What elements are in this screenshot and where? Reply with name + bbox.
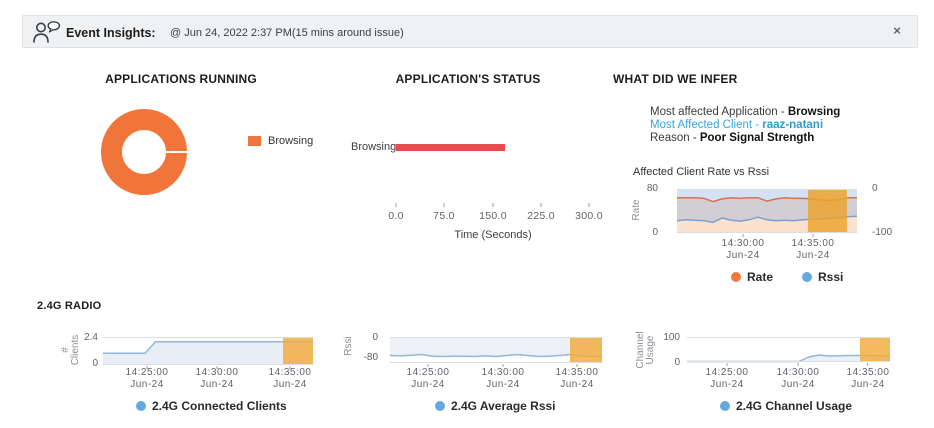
y-tick-label: 0 bbox=[652, 227, 658, 238]
y-tick-label: 0 bbox=[92, 358, 98, 369]
axis-tick-mark bbox=[492, 203, 494, 207]
legend-label: 2.4G Channel Usage bbox=[736, 399, 853, 413]
x-tick-label: 0.0 bbox=[388, 210, 404, 222]
legend-dot-rate[interactable] bbox=[731, 272, 741, 282]
y-axis-title-rate: Rate bbox=[631, 199, 642, 221]
legend-dot bbox=[435, 401, 445, 411]
y-axis-title-rssi: Rssi bbox=[343, 336, 354, 356]
y-tick-label: 0 bbox=[674, 357, 680, 368]
x-tick: 14:30:00 Jun-24 bbox=[195, 367, 239, 390]
x-tick-label: 300.0 bbox=[575, 210, 603, 222]
close-button[interactable]: × bbox=[886, 20, 908, 42]
x-tick: 14:35:00 Jun-24 bbox=[268, 367, 312, 390]
section-title-what-did-we-infer: WHAT DID WE INFER bbox=[613, 72, 738, 86]
x-tick: 14:30:00 Jun-24 bbox=[721, 238, 765, 261]
y-tick-label: 0 bbox=[372, 332, 378, 343]
x-axis-title: Time (Seconds) bbox=[454, 229, 532, 241]
x-tick: 14:25:00 Jun-24 bbox=[125, 367, 169, 390]
average-rssi-legend[interactable]: 2.4G Average Rssi bbox=[435, 399, 556, 413]
y-axis-title-channel-usage: Channel Usage bbox=[635, 331, 656, 369]
x-tick: 14:35:00 Jun-24 bbox=[555, 367, 599, 390]
y-tick-label: 100 bbox=[663, 332, 680, 343]
x-tick-label: 150.0 bbox=[479, 210, 507, 222]
average-rssi-chart bbox=[390, 337, 602, 367]
y-tick-label: -100 bbox=[872, 227, 893, 238]
radio-section-label: 2.4G RADIO bbox=[37, 300, 102, 312]
inference-line-reason: Reason - Poor Signal Strength bbox=[650, 132, 815, 144]
channel-usage-chart bbox=[687, 337, 890, 366]
x-tick: 14:35:00 Jun-24 bbox=[791, 238, 835, 261]
donut-slice-gap bbox=[166, 151, 188, 153]
x-tick: 14:25:00 Jun-24 bbox=[705, 367, 749, 390]
rate-rssi-chart-title: Affected Client Rate vs Rssi bbox=[633, 166, 770, 178]
x-tick-label: 225.0 bbox=[527, 210, 555, 222]
rate-rssi-chart bbox=[677, 189, 857, 237]
connected-clients-chart bbox=[103, 337, 313, 369]
legend-label-rssi[interactable]: Rssi bbox=[818, 270, 844, 284]
x-tick: 14:25:00 Jun-24 bbox=[406, 367, 450, 390]
section-title-applications-running: APPLICATIONS RUNNING bbox=[105, 72, 257, 86]
legend-label: 2.4G Average Rssi bbox=[451, 399, 556, 413]
legend-dot bbox=[720, 401, 730, 411]
legend-label-rate[interactable]: Rate bbox=[747, 270, 774, 284]
legend-dot bbox=[136, 401, 146, 411]
connected-clients-legend[interactable]: 2.4G Connected Clients bbox=[136, 399, 287, 413]
legend-square bbox=[248, 136, 261, 146]
inference-line-client: Most Affected Client - raaz-natani bbox=[650, 119, 824, 131]
axis-tick-mark bbox=[443, 203, 445, 207]
axis-tick-mark bbox=[588, 203, 590, 207]
y-tick-label: 80 bbox=[646, 183, 658, 194]
channel-usage-legend[interactable]: 2.4G Channel Usage bbox=[720, 399, 852, 413]
status-bar-fill bbox=[396, 144, 506, 151]
y-axis-title-clients: # Clients bbox=[60, 334, 81, 366]
x-tick: 14:30:00 Jun-24 bbox=[481, 367, 525, 390]
status-bar-category: Browsing bbox=[351, 141, 397, 153]
axis-tick-mark bbox=[395, 203, 397, 207]
legend-dot-rssi[interactable] bbox=[802, 272, 813, 282]
axis-tick-mark bbox=[540, 203, 542, 207]
rate-rssi-legend: Rate Rssi bbox=[731, 270, 843, 284]
y-tick-label: -80 bbox=[363, 352, 378, 363]
header-timestamp: @ Jun 24, 2022 2:37 PM(15 mins around is… bbox=[170, 27, 404, 39]
header-title: Event Insights: bbox=[66, 26, 156, 40]
y-tick-label: 2.4 bbox=[84, 332, 98, 343]
person-chat-icon bbox=[33, 21, 61, 43]
legend-label: 2.4G Connected Clients bbox=[152, 399, 287, 413]
x-tick: 14:35:00 Jun-24 bbox=[846, 367, 890, 390]
y-tick-label: 0 bbox=[872, 183, 878, 194]
x-tick-label: 75.0 bbox=[433, 210, 455, 222]
inference-line-application: Most affected Application - Browsing bbox=[650, 106, 841, 118]
header-bar bbox=[22, 15, 918, 48]
section-title-application-status: APPLICATION'S STATUS bbox=[395, 72, 541, 86]
donut-legend-item-browsing[interactable]: Browsing bbox=[248, 135, 313, 147]
x-tick: 14:30:00 Jun-24 bbox=[776, 367, 820, 390]
legend-label: Browsing bbox=[268, 135, 314, 147]
